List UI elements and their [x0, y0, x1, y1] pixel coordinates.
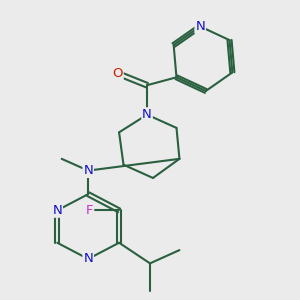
Text: O: O: [112, 67, 123, 80]
Text: N: N: [195, 20, 205, 33]
Text: N: N: [142, 108, 152, 121]
Text: N: N: [83, 252, 93, 266]
Text: F: F: [86, 204, 93, 217]
Text: N: N: [52, 204, 62, 217]
Text: N: N: [83, 164, 93, 177]
